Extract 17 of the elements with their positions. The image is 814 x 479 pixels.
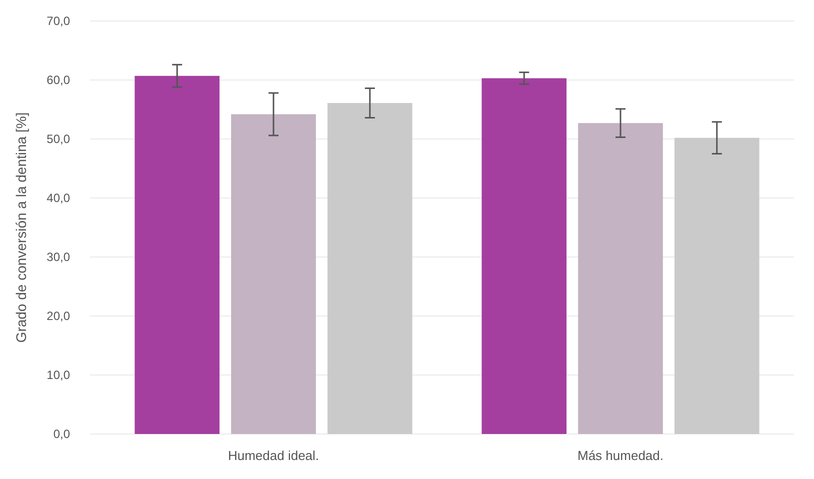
y-tick-label: 50,0 bbox=[46, 132, 70, 146]
y-tick-label: 10,0 bbox=[46, 368, 70, 382]
y-tick-label: 20,0 bbox=[46, 309, 70, 324]
bar bbox=[327, 103, 412, 434]
bar bbox=[482, 78, 567, 434]
bar bbox=[674, 138, 760, 434]
y-axis-title: Grado de conversión a la dentina [%] bbox=[13, 112, 29, 343]
x-tick-label: Más humedad. bbox=[578, 448, 664, 463]
x-tick-label: Humedad ideal. bbox=[228, 448, 320, 463]
y-tick-label: 60,0 bbox=[46, 73, 70, 88]
y-tick-label: 30,0 bbox=[46, 250, 70, 264]
y-tick-label: 70,0 bbox=[46, 14, 70, 28]
y-tick-label: 40,0 bbox=[46, 191, 70, 206]
bar bbox=[578, 123, 663, 434]
bar bbox=[231, 114, 316, 434]
bar bbox=[134, 76, 220, 434]
y-tick-label: 0,0 bbox=[53, 427, 70, 442]
